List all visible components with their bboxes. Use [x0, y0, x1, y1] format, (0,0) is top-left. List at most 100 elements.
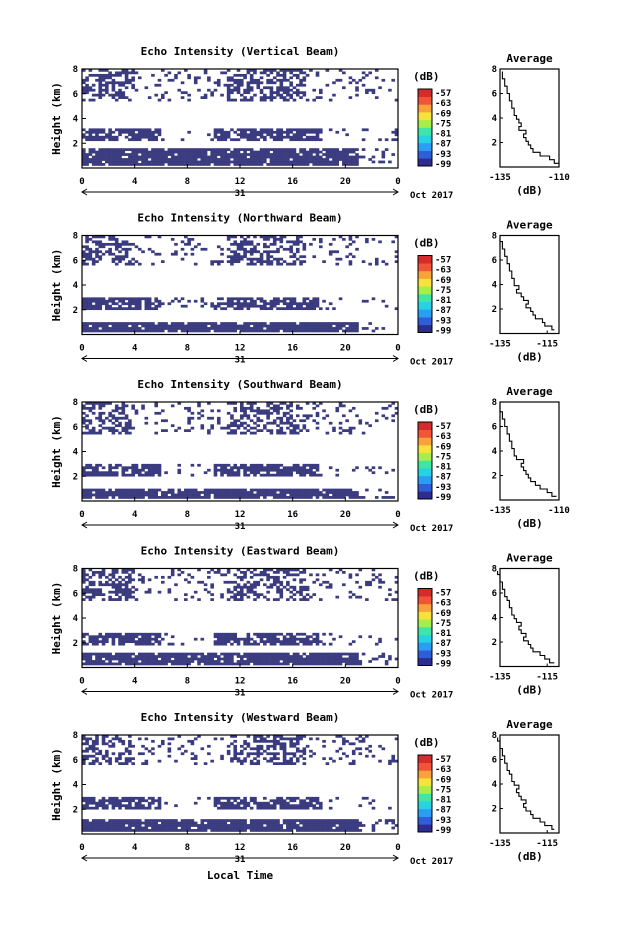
echo-cell — [170, 299, 175, 303]
echo-cell — [131, 632, 135, 636]
echo-cell — [292, 463, 297, 467]
echo-cell — [276, 324, 280, 328]
echo-cell — [312, 329, 317, 333]
echo-cell — [128, 575, 132, 579]
echo-cell — [141, 463, 145, 467]
echo-cell — [101, 78, 106, 82]
echo-cell — [289, 468, 293, 472]
echo-cell — [335, 488, 340, 492]
echo-cell — [161, 742, 165, 746]
echo-cell — [269, 493, 274, 497]
echo-cell — [345, 662, 349, 666]
echo-cell — [328, 496, 333, 499]
echo-cell — [226, 744, 231, 748]
echo-cell — [91, 88, 96, 92]
echo-cell — [259, 91, 264, 95]
y-tick-label: 4 — [73, 448, 79, 458]
echo-cell — [338, 652, 343, 656]
echo-cell — [295, 739, 300, 743]
echo-cell — [263, 796, 267, 800]
echo-cell — [289, 759, 293, 763]
echo-cell — [95, 242, 99, 246]
echo-cell — [193, 324, 198, 328]
echo-cell — [276, 493, 280, 497]
echo-cell — [253, 130, 257, 134]
echo-cell — [105, 73, 109, 77]
echo-cell — [272, 240, 277, 244]
echo-cell — [190, 660, 195, 663]
echo-cell — [220, 153, 224, 156]
echo-cell — [213, 81, 218, 85]
echo-cell — [259, 419, 264, 423]
echo-cell — [203, 247, 208, 251]
echo-cell — [302, 327, 307, 330]
echo-cell — [236, 128, 241, 132]
echo-cell — [302, 324, 307, 328]
echo-cell — [95, 402, 99, 405]
echo-cell — [121, 409, 126, 413]
echo-cell — [118, 133, 122, 137]
echo-cell — [82, 796, 86, 800]
echo-cell — [147, 468, 152, 472]
echo-cell — [128, 652, 132, 656]
echo-cell — [309, 595, 313, 599]
echo-cell — [187, 406, 191, 410]
echo-cell — [108, 237, 112, 241]
echo-cell — [220, 595, 224, 599]
echo-cell — [299, 91, 303, 95]
echo-cell — [128, 158, 132, 161]
echo-cell — [134, 806, 139, 810]
colorbar-swatch — [418, 627, 432, 635]
echo-cell — [157, 153, 162, 156]
echo-cell — [315, 71, 320, 75]
echo-cell — [263, 424, 267, 428]
echo-cell — [276, 466, 280, 470]
echo-cell — [246, 804, 251, 808]
echo-cell — [187, 98, 191, 102]
echo-cell — [276, 588, 280, 592]
echo-cell — [108, 759, 112, 763]
echo-cell — [325, 488, 330, 492]
echo-cell — [246, 153, 251, 156]
echo-cell — [269, 652, 274, 656]
echo-cell — [220, 757, 224, 761]
echo-cell — [147, 632, 152, 636]
echo-cell — [249, 660, 254, 663]
echo-cell — [190, 148, 195, 151]
echo-cell — [111, 421, 116, 425]
echo-cell — [85, 406, 89, 410]
colorbar-swatch — [418, 452, 432, 461]
echo-cell — [266, 471, 270, 475]
echo-cell — [322, 655, 326, 658]
echo-cell — [210, 302, 214, 306]
echo-cell — [85, 799, 89, 803]
echo-cell — [161, 155, 165, 159]
echo-cell — [170, 78, 175, 82]
echo-cell — [286, 801, 290, 805]
echo-cell — [114, 821, 119, 825]
echo-cell — [161, 69, 165, 72]
echo-cell — [114, 824, 119, 827]
echo-cell — [95, 463, 99, 467]
echo-cell — [95, 247, 99, 251]
echo-cell — [157, 128, 162, 132]
echo-cell — [279, 829, 284, 832]
profile-x-tick-label: -135 — [489, 673, 511, 683]
echo-cell — [259, 744, 264, 748]
echo-cell — [223, 71, 228, 75]
echo-cell — [266, 414, 270, 418]
echo-cell — [295, 757, 300, 761]
echo-cell — [351, 491, 356, 494]
echo-cell — [266, 568, 270, 572]
echo-cell — [147, 829, 152, 832]
echo-cell — [240, 307, 244, 311]
echo-cell — [355, 660, 359, 663]
echo-cell — [233, 322, 238, 325]
echo-cell — [276, 471, 280, 475]
echo-cell — [246, 652, 251, 656]
echo-cell — [98, 73, 103, 77]
profile-title: Average — [506, 52, 553, 65]
echo-cell — [147, 138, 152, 142]
colorbar-tick-label: -75 — [435, 286, 451, 296]
echo-cell — [276, 796, 280, 800]
